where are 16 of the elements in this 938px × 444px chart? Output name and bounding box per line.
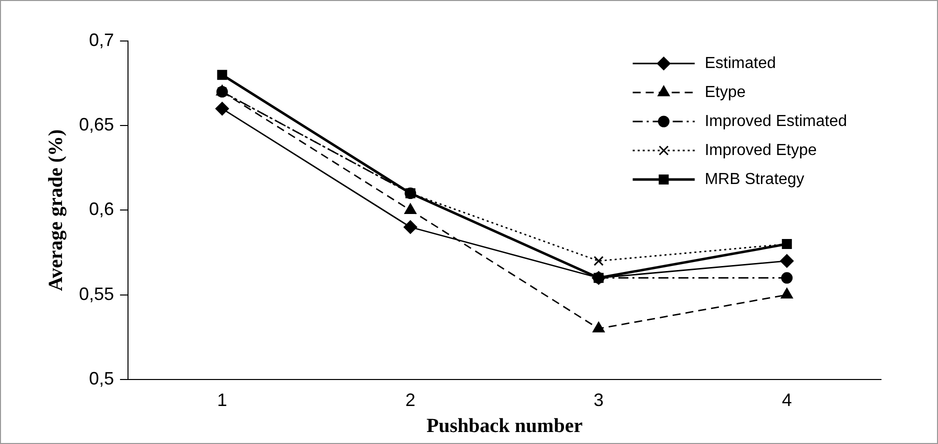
x-tick-label: 2 (405, 390, 416, 410)
y-tick-label: 0,5 (89, 368, 114, 388)
legend-label: Estimated (704, 54, 776, 72)
y-tick-label: 0,6 (89, 199, 114, 220)
y-tick-label: 0,65 (78, 114, 114, 135)
legend-label: Improved Estimated (704, 112, 847, 130)
x-tick-label: 3 (594, 390, 604, 410)
x-tick-label: 1 (217, 390, 228, 410)
y-tick-label: 0,7 (89, 30, 114, 50)
x-tick-label: 4 (782, 390, 792, 410)
legend-label: Improved Etype (704, 142, 817, 159)
legend-label: Etype (704, 84, 746, 101)
y-tick-label: 0,55 (78, 284, 114, 304)
x-axis-title: Pushback number (426, 415, 583, 438)
y-axis-title: Average grade (%) (45, 129, 68, 292)
legend-label: MRB Strategy (704, 170, 804, 188)
